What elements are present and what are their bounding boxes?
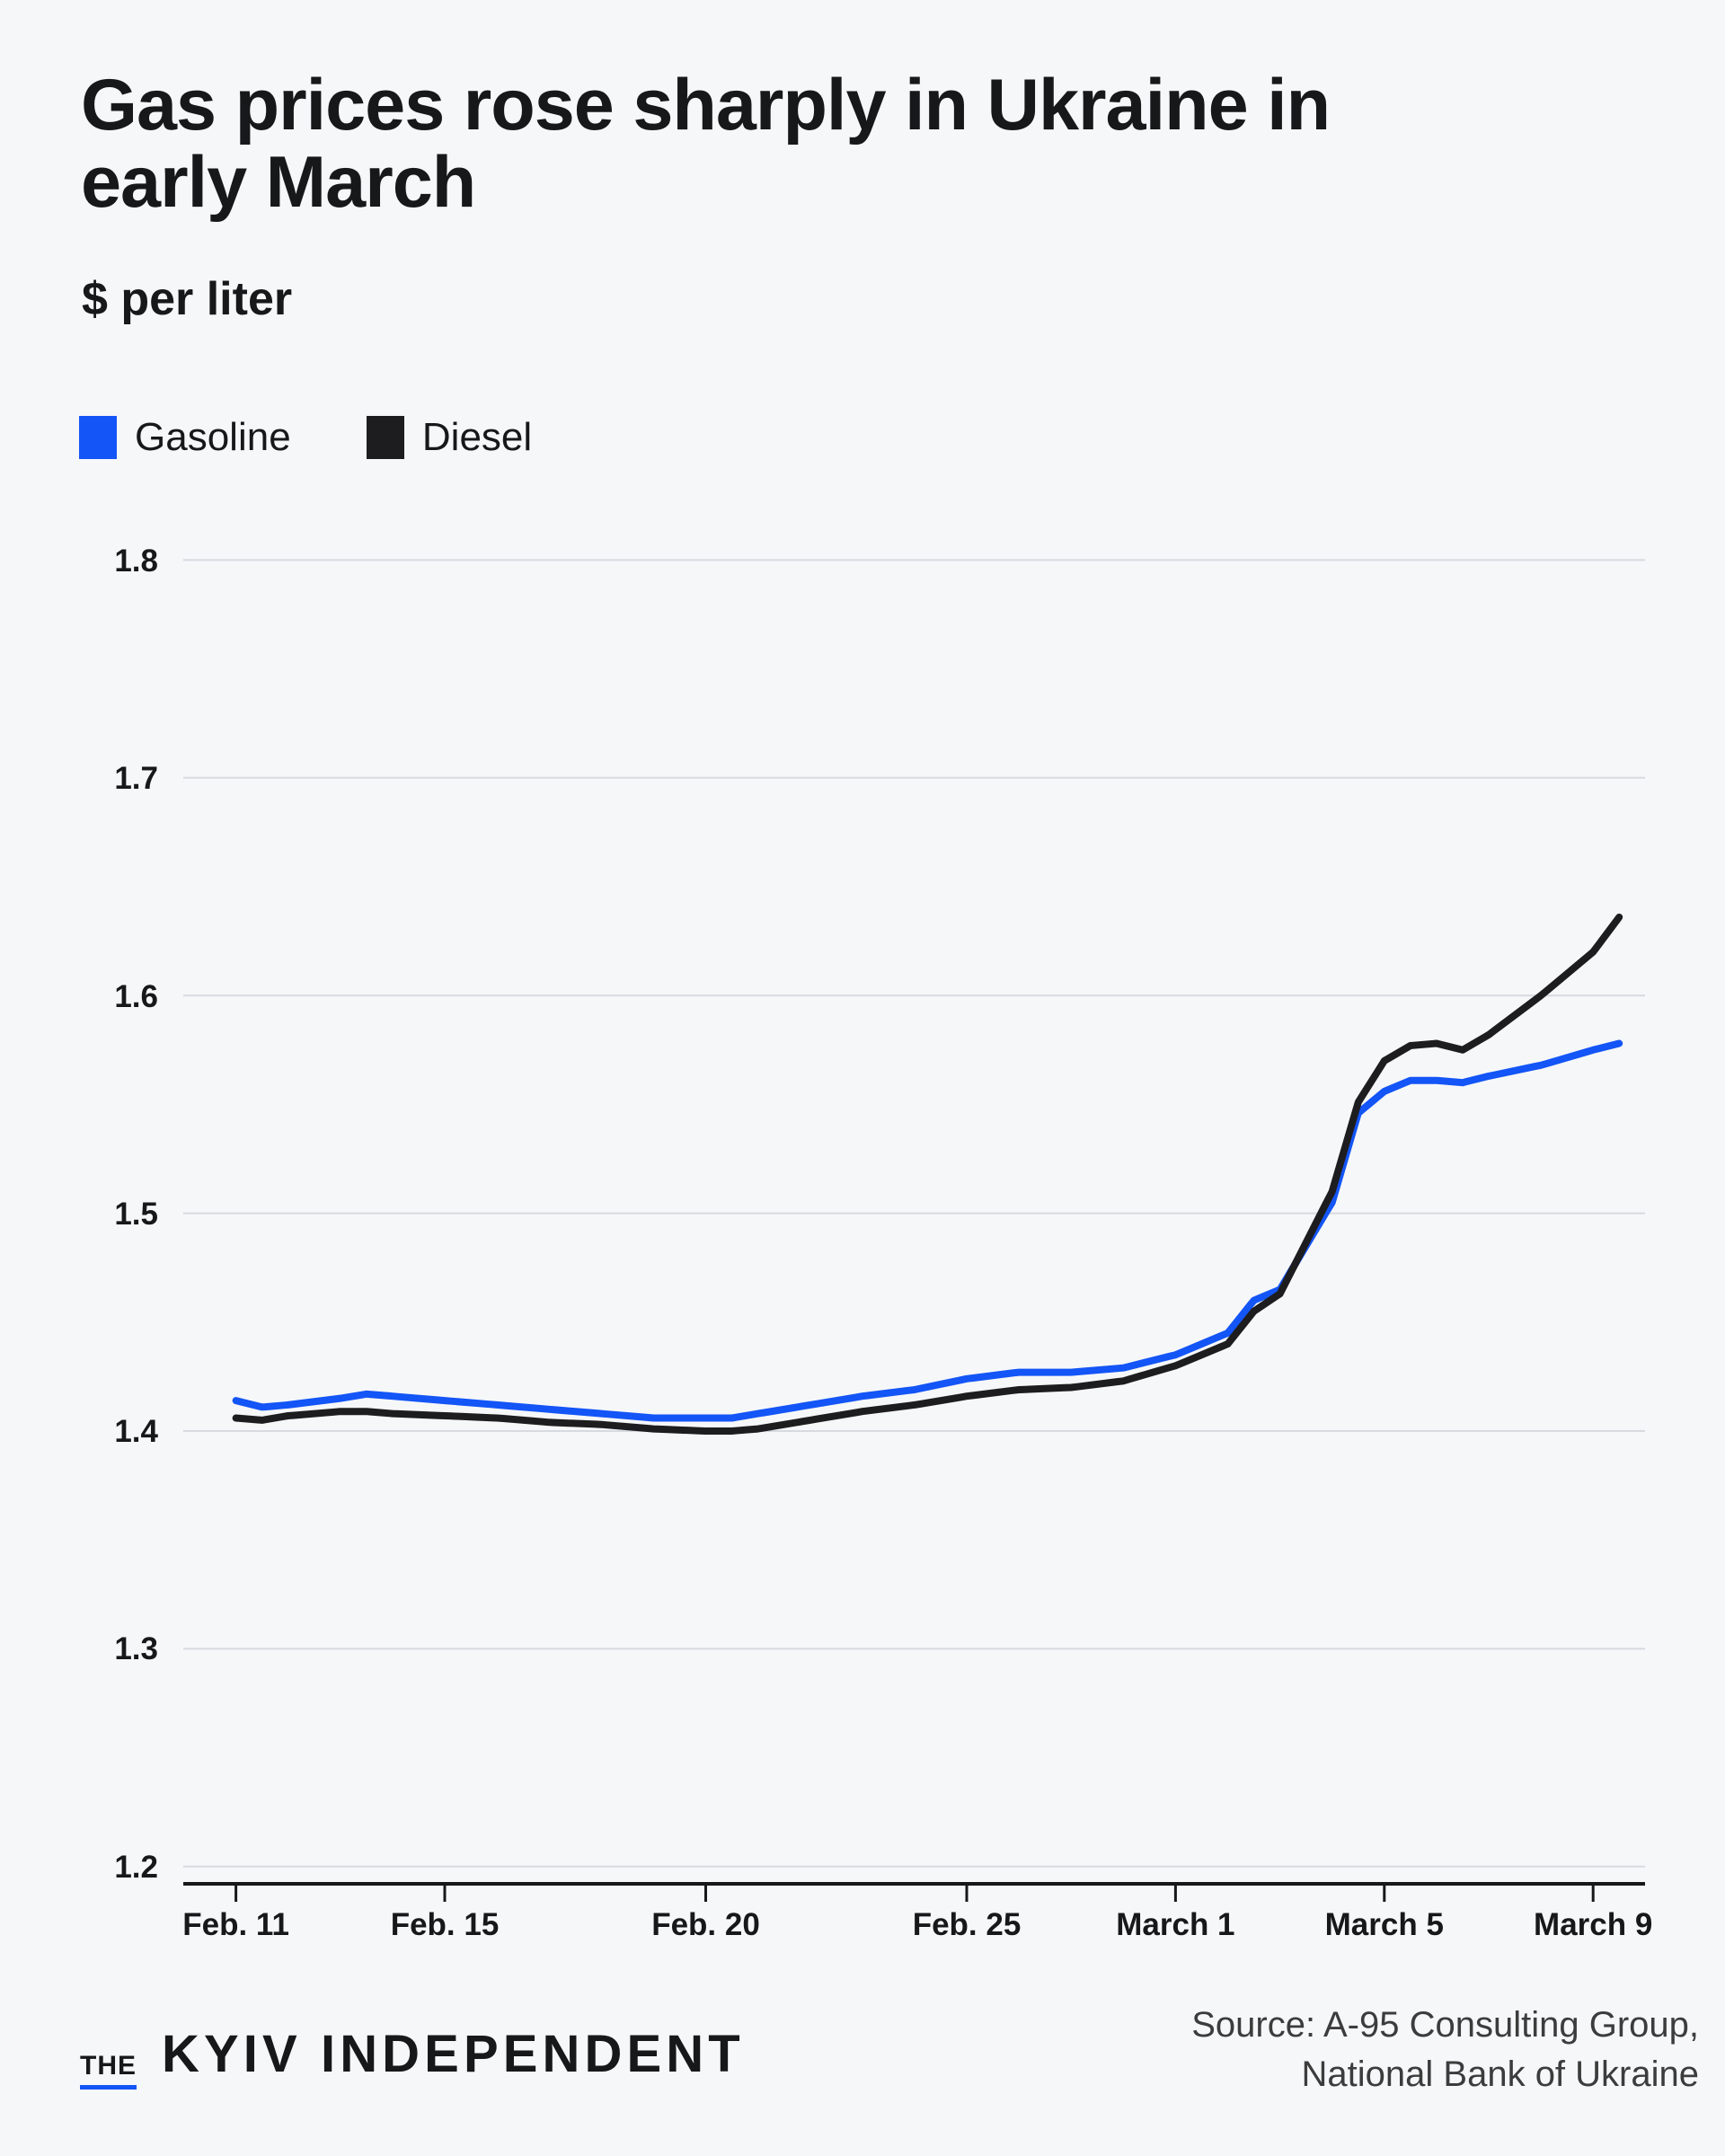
svg-text:March 1: March 1 [1116, 1907, 1234, 1942]
svg-text:1.2: 1.2 [114, 1850, 158, 1885]
svg-text:1.3: 1.3 [114, 1631, 158, 1666]
svg-text:Feb. 25: Feb. 25 [913, 1907, 1022, 1942]
svg-text:1.7: 1.7 [114, 761, 158, 796]
svg-text:1.8: 1.8 [114, 543, 158, 579]
svg-text:1.4: 1.4 [114, 1414, 158, 1449]
svg-text:Feb. 11: Feb. 11 [182, 1907, 289, 1942]
svg-text:Feb. 15: Feb. 15 [391, 1907, 500, 1942]
svg-text:1.5: 1.5 [114, 1197, 158, 1232]
svg-text:1.6: 1.6 [114, 979, 158, 1014]
svg-text:Feb. 20: Feb. 20 [651, 1907, 760, 1942]
svg-text:March 9: March 9 [1534, 1907, 1652, 1942]
svg-text:March 5: March 5 [1325, 1907, 1444, 1942]
